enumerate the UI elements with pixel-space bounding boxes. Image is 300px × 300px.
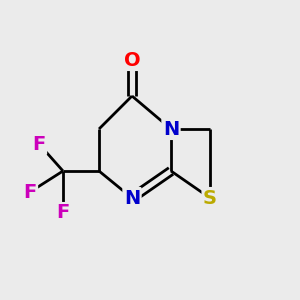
Text: N: N [163,119,179,139]
Text: F: F [23,182,37,202]
Text: O: O [124,50,140,70]
Text: N: N [124,188,140,208]
Text: F: F [32,134,46,154]
Text: S: S [203,188,217,208]
Text: F: F [56,203,70,223]
